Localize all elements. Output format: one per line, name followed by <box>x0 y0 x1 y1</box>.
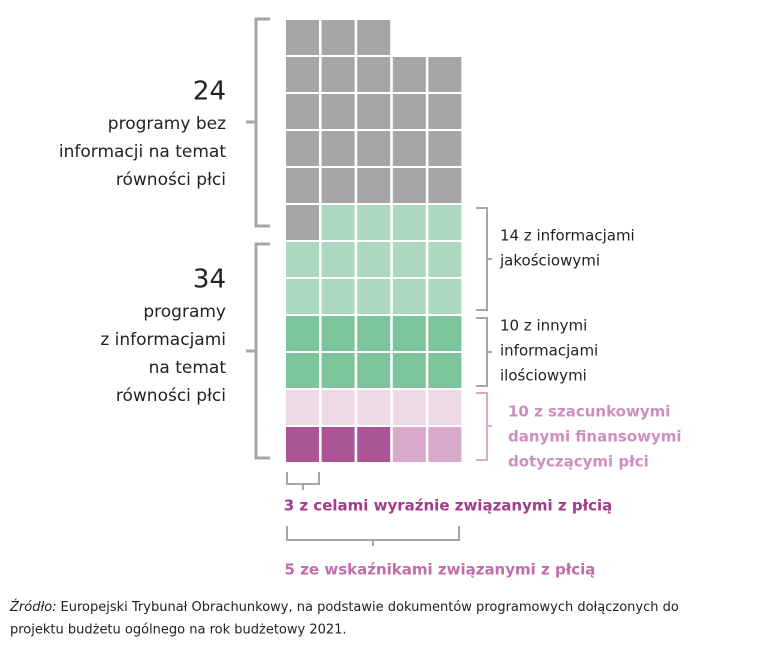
source: Źródło: Europejski Trybunał Obrachunkowy,… <box>9 599 679 615</box>
square <box>428 279 462 314</box>
square <box>286 57 319 92</box>
part-label: 14 z informacjami <box>500 227 635 245</box>
square <box>286 353 319 388</box>
source-line: projektu budżetu ogólnego na rok budżeto… <box>10 623 347 638</box>
waffle <box>286 20 462 462</box>
part-label: dotyczącymi płci <box>508 453 649 471</box>
square <box>321 279 355 314</box>
square <box>357 427 391 462</box>
square <box>286 168 319 203</box>
square <box>286 131 319 166</box>
square <box>392 353 426 388</box>
bracket <box>476 317 492 387</box>
square <box>321 94 355 129</box>
square <box>321 57 355 92</box>
square <box>286 316 319 351</box>
square <box>357 94 391 129</box>
square <box>428 390 462 425</box>
square <box>321 390 355 425</box>
square <box>357 168 391 203</box>
square <box>357 279 391 314</box>
subset-label: 3 z celami wyraźnie związanymi z płcią <box>284 497 613 515</box>
bracket <box>476 392 492 461</box>
bracket <box>246 242 270 460</box>
square <box>321 427 355 462</box>
square <box>286 205 319 240</box>
square <box>286 94 319 129</box>
square <box>357 353 391 388</box>
group-value: 24 <box>193 77 226 107</box>
part-label: informacjami <box>500 342 598 360</box>
square <box>286 427 319 462</box>
square <box>357 205 391 240</box>
square <box>428 316 462 351</box>
square <box>392 427 426 462</box>
square <box>286 279 319 314</box>
square <box>321 131 355 166</box>
group-label: na temat <box>149 358 227 378</box>
bracket <box>246 17 270 228</box>
square <box>321 242 355 277</box>
square <box>321 353 355 388</box>
square <box>428 94 462 129</box>
square <box>392 168 426 203</box>
square <box>286 242 319 277</box>
square <box>392 57 426 92</box>
square <box>428 131 462 166</box>
square <box>357 20 391 55</box>
square <box>392 242 426 277</box>
part-label: 10 z innymi <box>500 317 587 335</box>
group-label: równości płci <box>116 170 226 190</box>
square <box>392 205 426 240</box>
bracket <box>286 526 460 546</box>
square <box>321 168 355 203</box>
square <box>428 57 462 92</box>
group-label: równości płci <box>116 386 226 406</box>
group-label: programy bez <box>108 114 226 134</box>
square <box>428 427 462 462</box>
source-prefix: Źródło: <box>9 599 57 615</box>
square <box>357 316 391 351</box>
group-label: z informacjami <box>100 330 226 350</box>
square <box>357 131 391 166</box>
subset-label: 5 ze wskaźnikami związanymi z płcią <box>285 561 596 579</box>
square <box>321 20 355 55</box>
square <box>357 242 391 277</box>
group-value: 34 <box>193 265 226 295</box>
square <box>428 242 462 277</box>
part-label: ilościowymi <box>500 367 587 385</box>
square <box>286 20 319 55</box>
square <box>286 390 319 425</box>
square <box>321 205 355 240</box>
bracket <box>286 472 320 490</box>
square <box>357 390 391 425</box>
square <box>392 316 426 351</box>
square <box>428 168 462 203</box>
square <box>392 279 426 314</box>
square <box>428 353 462 388</box>
group-label: informacji na temat <box>59 142 226 162</box>
group-label: programy <box>143 302 226 322</box>
bracket <box>476 207 492 311</box>
part-label: 10 z szacunkowymi <box>508 403 670 421</box>
square <box>321 316 355 351</box>
square <box>392 390 426 425</box>
square <box>392 131 426 166</box>
source-line: Europejski Trybunał Obrachunkowy, na pod… <box>61 600 679 615</box>
square <box>357 57 391 92</box>
square <box>392 94 426 129</box>
square <box>428 205 462 240</box>
part-label: danymi finansowymi <box>508 428 682 446</box>
part-label: jakościowymi <box>499 252 600 270</box>
